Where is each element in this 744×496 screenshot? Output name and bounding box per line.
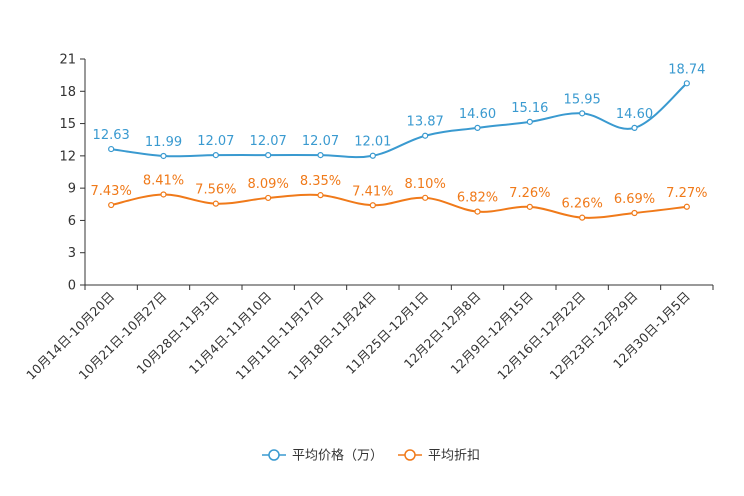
series-0-data-label: 12.01: [354, 135, 391, 150]
y-tick-label: 0: [68, 279, 76, 294]
series-1-data-label: 8.35%: [300, 174, 341, 189]
series-1-point[interactable]: [631, 209, 638, 217]
series-0-data-label: 18.74: [668, 62, 705, 77]
series-0-data-label: 12.07: [302, 134, 339, 149]
series-1-data-label: 7.27%: [666, 186, 707, 201]
series-1-data-label: 6.26%: [562, 197, 603, 212]
legend-item-1[interactable]: 平均折扣: [398, 449, 480, 464]
series-1-data-label: 8.09%: [248, 177, 289, 192]
series-0-point[interactable]: [369, 152, 376, 159]
series-1-data-label: 7.26%: [509, 186, 550, 201]
legend-label: 平均折扣: [428, 449, 480, 464]
y-tick-label: 9: [68, 182, 76, 197]
series-1-data-label: 7.56%: [195, 183, 236, 198]
series-0-data-label: 13.87: [407, 115, 444, 130]
legend-marker: [404, 449, 416, 461]
chart-series-lines: [108, 80, 690, 221]
y-tick-label: 18: [59, 85, 76, 100]
series-0-point[interactable]: [526, 118, 533, 125]
series-0-data-label: 11.99: [145, 135, 182, 150]
series-1-point[interactable]: [526, 203, 533, 210]
series-1-point[interactable]: [422, 194, 429, 201]
series-1-point[interactable]: [474, 208, 481, 215]
series-0-point[interactable]: [108, 145, 115, 153]
series-0-point[interactable]: [579, 110, 586, 117]
legend-marker: [268, 449, 280, 461]
x-tick-label: 10月14日-10月20日: [23, 289, 117, 383]
series-0-data-label: 14.60: [616, 107, 653, 122]
series-0-point[interactable]: [212, 152, 219, 159]
y-tick-label: 3: [68, 246, 76, 261]
x-tick-label: 12月23日-12月29日: [546, 289, 640, 383]
series-0-point[interactable]: [683, 80, 690, 87]
series-0-data-label: 12.07: [250, 134, 287, 149]
series-1-data-label: 8.10%: [405, 177, 446, 192]
series-1-data-label: 6.82%: [457, 191, 498, 206]
series-1-point[interactable]: [579, 214, 586, 221]
series-1-data-label: 6.69%: [614, 192, 655, 207]
series-1-point[interactable]: [317, 192, 324, 199]
chart-data-labels: 12.63 11.99 12.07 12.07 12.07 12.01 13.87 14.60…: [91, 62, 708, 211]
series-1-point[interactable]: [369, 202, 376, 209]
series-1-point[interactable]: [265, 194, 272, 202]
series-0-data-label: 15.16: [511, 101, 548, 116]
series-1-point[interactable]: [160, 191, 167, 198]
series-0-data-label: 14.60: [459, 107, 496, 122]
series-0-point[interactable]: [422, 132, 429, 139]
series-1-point[interactable]: [683, 203, 690, 210]
y-tick-label: 12: [59, 149, 76, 164]
y-tick-label: 6: [68, 214, 76, 229]
series-line-0: [111, 82, 688, 159]
chart-legend[interactable]: 平均价格（万） 平均折扣: [262, 448, 480, 464]
x-tick-label: 10月21日-10月27日: [75, 289, 169, 383]
series-0-point[interactable]: [265, 152, 272, 159]
series-0-data-label: 12.07: [197, 134, 234, 149]
series-1-data-label: 7.43%: [91, 184, 132, 199]
series-0-data-label: 12.63: [93, 128, 130, 143]
series-0-point[interactable]: [160, 152, 167, 160]
series-1-point[interactable]: [108, 201, 115, 209]
series-1-data-label: 8.41%: [143, 173, 184, 188]
series-0-point[interactable]: [474, 124, 481, 131]
legend-item-0[interactable]: 平均价格（万）: [262, 448, 383, 464]
series-0-data-label: 15.95: [564, 92, 601, 107]
y-tick-label: 15: [59, 117, 76, 132]
series-line-1: [110, 193, 687, 219]
x-tick-label: 11月11日-11月17日: [232, 289, 326, 383]
series-1-data-label: 7.41%: [352, 184, 393, 199]
y-tick-label: 21: [59, 53, 76, 68]
x-tick-label: 12月16日-12月22日: [494, 289, 588, 383]
x-tick-label: 11月18日-11月24日: [285, 289, 379, 383]
series-1-point[interactable]: [212, 200, 219, 207]
legend-label: 平均价格（万）: [292, 448, 383, 464]
series-0-point[interactable]: [317, 152, 324, 159]
series-0-point[interactable]: [631, 124, 638, 131]
chart-axes: 03691215182110月14日-10月20日10月21日-10月27日10…: [23, 53, 714, 383]
